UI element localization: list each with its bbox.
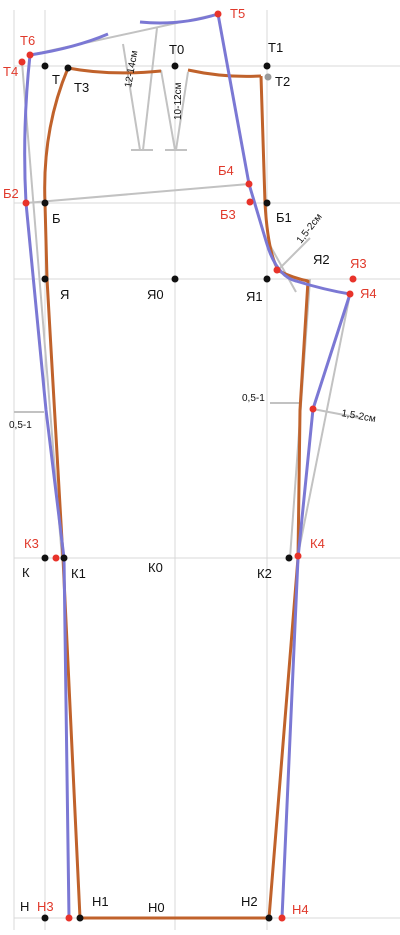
annotation-dart-front: 10-12см bbox=[173, 82, 184, 120]
point-labels: Т Т3 Т0 Т1 Т2 Т5 Т6 Т4 Б2 Б Б4 Б3 Б1 Я Я… bbox=[3, 6, 377, 917]
point-t5 bbox=[214, 10, 222, 18]
point-b1 bbox=[263, 199, 271, 207]
back-waist-left bbox=[29, 32, 109, 57]
label-n3: Н3 bbox=[37, 899, 54, 914]
back-waist-right bbox=[139, 12, 219, 25]
point-k2 bbox=[285, 554, 293, 562]
front-outseam bbox=[43, 67, 82, 919]
front-waist-left bbox=[67, 66, 162, 75]
point-ya4 bbox=[346, 290, 354, 298]
label-k: К bbox=[22, 565, 30, 580]
point-n2 bbox=[265, 914, 273, 922]
point-t2 bbox=[264, 73, 272, 81]
point-ya2 bbox=[273, 266, 281, 274]
point-n bbox=[41, 914, 49, 922]
label-ya4: Я4 bbox=[360, 286, 377, 301]
point-n1 bbox=[76, 914, 84, 922]
back-inseam-guide bbox=[297, 293, 351, 556]
label-k4: К4 bbox=[310, 536, 325, 551]
point-ya0 bbox=[171, 275, 179, 283]
construction-grid bbox=[13, 10, 400, 930]
label-ya: Я bbox=[60, 287, 69, 302]
label-n4: Н4 bbox=[292, 902, 309, 917]
label-b3: Б3 bbox=[220, 207, 236, 222]
point-b3 bbox=[246, 198, 254, 206]
back-seat-seam bbox=[216, 13, 352, 919]
label-b1: Б1 bbox=[276, 210, 292, 225]
label-k0: К0 bbox=[148, 560, 163, 575]
label-b: Б bbox=[52, 211, 61, 226]
label-b4: Б4 bbox=[218, 163, 234, 178]
label-t4: Т4 bbox=[3, 64, 18, 79]
label-n0: Н0 bbox=[148, 900, 165, 915]
label-n: Н bbox=[20, 899, 29, 914]
point-k3 bbox=[52, 554, 60, 562]
label-t6: Т6 bbox=[20, 33, 35, 48]
point-t bbox=[41, 62, 49, 70]
pattern-points bbox=[18, 10, 357, 922]
point-b4 bbox=[245, 180, 253, 188]
label-n2: Н2 bbox=[241, 894, 258, 909]
label-ya1: Я1 bbox=[246, 289, 263, 304]
point-n3 bbox=[65, 914, 73, 922]
label-t1: Т1 bbox=[268, 40, 283, 55]
point-n4 bbox=[278, 914, 286, 922]
back-dart-left bbox=[122, 43, 141, 151]
b2-b4-line bbox=[25, 183, 250, 204]
front-dart-left bbox=[160, 69, 176, 151]
point-t6 bbox=[26, 51, 34, 59]
measurement-annotations: 12-14см 10-12см 1,5-2см 0,5-1 0,5-1 1,5-… bbox=[9, 50, 377, 431]
point-t3 bbox=[64, 64, 72, 72]
label-k2: К2 bbox=[257, 566, 272, 581]
point-t0 bbox=[171, 62, 179, 70]
annotation-back-inseam: 1,5-2см bbox=[340, 408, 376, 425]
point-t1 bbox=[263, 62, 271, 70]
annotation-crotch-curve: 1,5-2см bbox=[295, 212, 325, 246]
point-k4 bbox=[294, 552, 302, 560]
point-ya bbox=[41, 275, 49, 283]
label-t: Т bbox=[52, 72, 60, 87]
point-k bbox=[41, 554, 49, 562]
label-t3: Т3 bbox=[74, 80, 89, 95]
crotch-measure bbox=[277, 237, 311, 271]
point-side-back bbox=[309, 405, 317, 413]
label-k3: К3 bbox=[24, 536, 39, 551]
label-k1: К1 bbox=[71, 566, 86, 581]
label-ya2: Я2 bbox=[313, 252, 330, 267]
back-dart-right bbox=[142, 27, 158, 151]
label-ya3: Я3 bbox=[350, 256, 367, 271]
label-t0: Т0 bbox=[169, 42, 184, 57]
label-n1: Н1 bbox=[92, 894, 109, 909]
label-t5: Т5 bbox=[230, 6, 245, 21]
label-ya0: Я0 bbox=[147, 287, 164, 302]
annotation-side-left: 0,5-1 bbox=[9, 420, 32, 431]
point-b bbox=[41, 199, 49, 207]
front-waist-right bbox=[187, 68, 262, 78]
back-inseam-measure bbox=[312, 408, 361, 419]
front-piece bbox=[43, 66, 310, 920]
point-ya1 bbox=[263, 275, 271, 283]
annotation-side-right: 0,5-1 bbox=[242, 393, 265, 404]
point-b2 bbox=[22, 199, 30, 207]
point-t4 bbox=[18, 58, 26, 66]
front-dart-right bbox=[175, 71, 189, 151]
label-t2: Т2 bbox=[275, 74, 290, 89]
label-b2: Б2 bbox=[3, 186, 19, 201]
point-ya3 bbox=[349, 275, 357, 283]
point-k1 bbox=[60, 554, 68, 562]
